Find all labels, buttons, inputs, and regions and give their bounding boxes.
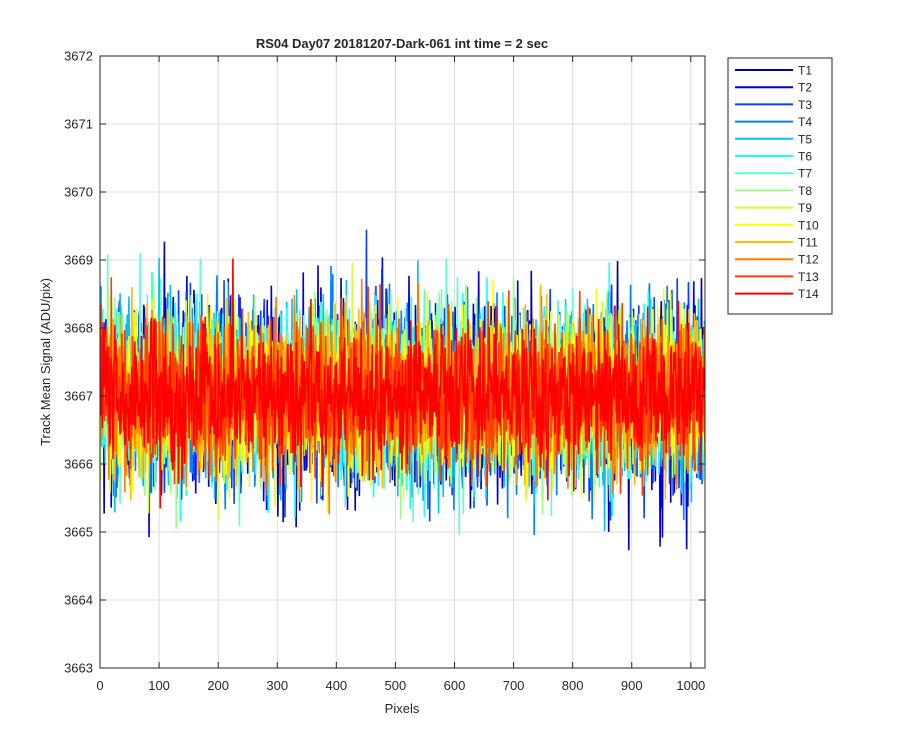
x-tick-label: 500	[385, 678, 407, 693]
legend-label-t2: T2	[798, 81, 812, 95]
legend-label-t8: T8	[798, 184, 812, 198]
chart-title: RS04 Day07 20181207-Dark-061 int time = …	[256, 36, 548, 51]
x-tick-label: 1000	[676, 678, 705, 693]
x-tick-label: 900	[621, 678, 643, 693]
legend-box	[727, 57, 833, 315]
legend-label-t12: T12	[798, 253, 819, 267]
legend-label-t9: T9	[798, 201, 812, 215]
y-axis-label: Track Mean Signal (ADU/pix)	[38, 278, 53, 446]
legend-label-t10: T10	[798, 218, 819, 232]
plot-area: 0 100 200 300 400 500 600 700 800 900 1000 3663366…	[64, 49, 706, 693]
x-tick-label: 400	[325, 678, 347, 693]
x-tick-label: 600	[444, 678, 466, 693]
legend-label-t5: T5	[798, 132, 812, 146]
y-tick-label: 3663	[64, 661, 93, 676]
y-tick-label: 3665	[64, 525, 93, 540]
y-ticks: 3663 3664 3665 3666 3667 3668 3669 3670 3671 3672	[64, 49, 705, 676]
series-lines	[100, 229, 705, 551]
x-tick-label: 200	[207, 678, 229, 693]
y-tick-label: 3668	[64, 321, 93, 336]
series-line-t14	[100, 258, 705, 509]
x-tick-label: 0	[96, 678, 103, 693]
x-axis-label: Pixels	[385, 701, 420, 716]
legend-label-t4: T4	[798, 115, 812, 129]
axes-box	[99, 55, 706, 669]
legend-label-t11: T11	[798, 236, 818, 250]
legend-label-t14: T14	[798, 287, 819, 301]
legend-label-t3: T3	[798, 98, 812, 112]
legend-label-t6: T6	[798, 150, 812, 164]
x-tick-label: 800	[562, 678, 584, 693]
y-tick-label: 3664	[64, 593, 93, 608]
legend-label-t7: T7	[798, 167, 812, 181]
legend: T1 T2 T3 T4 T5 T6 T7 T8 T9 T10 T11 T12 T13 T14	[727, 57, 833, 315]
x-tick-label: 300	[266, 678, 288, 693]
y-tick-label: 3672	[64, 49, 93, 64]
x-tick-label: 700	[503, 678, 525, 693]
y-tick-label: 3670	[64, 185, 93, 200]
x-tick-label: 100	[148, 678, 170, 693]
x-ticks: 0 100 200 300 400 500 600 700 800 900 1000	[96, 56, 705, 693]
legend-label-t1: T1	[798, 64, 812, 78]
y-tick-label: 3667	[64, 389, 93, 404]
legend-label-t13: T13	[798, 270, 819, 284]
y-tick-label: 3669	[64, 253, 93, 268]
y-tick-label: 3671	[64, 117, 93, 132]
y-tick-label: 3666	[64, 457, 93, 472]
